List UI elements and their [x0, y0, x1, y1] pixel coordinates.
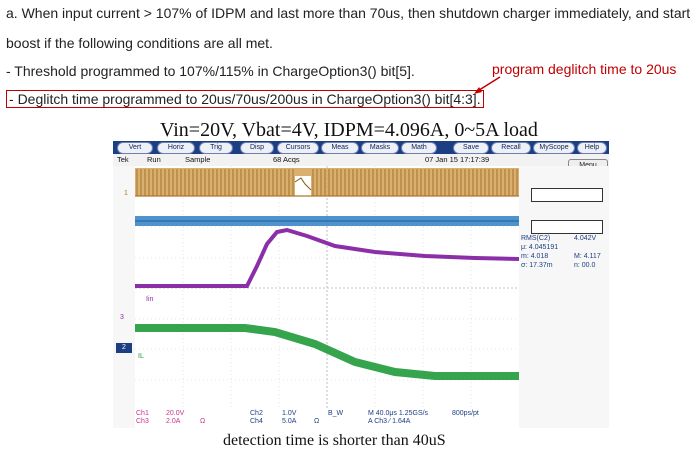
- scope-datetime: 07 Jan 15 17:17:39: [425, 155, 490, 164]
- scope-title: Vin=20V, Vbat=4V, IDPM=4.096A, 0~5A load: [160, 119, 538, 141]
- ch4-label: Ch4: [250, 418, 263, 425]
- recall-button[interactable]: Recall: [491, 142, 531, 154]
- meas-min: m: 4.018: [521, 253, 549, 260]
- ch1-label: Ch1: [136, 410, 149, 417]
- ch3-scale: 2.0A: [166, 418, 181, 425]
- scope-left-margin: [113, 166, 135, 428]
- acq-mode: Sample: [185, 155, 211, 164]
- bandwidth-label: B_W: [328, 410, 344, 417]
- detection-caption: detection time is shorter than 40uS: [223, 432, 446, 449]
- readout-box-1: [531, 188, 603, 202]
- meas-count: n: 00.0: [574, 262, 596, 269]
- bullet-deglitch: - Deglitch time programmed to 20us/70us/…: [6, 90, 484, 108]
- disp-button[interactable]: Disp: [240, 142, 274, 154]
- scope-toolbar: Vert Horiz Trig Disp Cursors Meas Masks …: [113, 141, 609, 154]
- cursors-button[interactable]: Cursors: [277, 142, 319, 154]
- save-button[interactable]: Save: [453, 142, 489, 154]
- paragraph-line-1: a. When input current > 107% of IDPM and…: [6, 5, 691, 21]
- paragraph-line-2: boost if the following conditions are al…: [6, 35, 273, 51]
- iin-label: Iin: [146, 296, 154, 303]
- masks-button[interactable]: Masks: [361, 142, 399, 154]
- acq-count: 68 Acqs: [273, 155, 300, 164]
- ch1-scale: 20.0V: [166, 410, 185, 417]
- ch2-vbat-trace: [135, 216, 519, 226]
- horiz-button[interactable]: Horiz: [157, 142, 195, 154]
- bullet-dash: -: [9, 91, 14, 107]
- meas-button[interactable]: Meas: [321, 142, 359, 154]
- meas-mean: μ: 4.045191: [521, 244, 559, 251]
- sample-rate: 800ps/pt: [452, 410, 479, 417]
- callout-arrow: [474, 76, 501, 94]
- ch3-marker: 3: [120, 314, 124, 321]
- trigger-setting: A Ch3 ⁄ 1.64A: [368, 418, 411, 425]
- scope-status-bar: Tek Run Sample 68 Acqs 07 Jan 15 17:17:3…: [113, 154, 609, 166]
- myscope-button[interactable]: MyScope: [533, 142, 575, 154]
- scope-readout-panel: [519, 166, 609, 428]
- callout-label: program deglitch time to 20us: [492, 61, 677, 77]
- math-button[interactable]: Math: [401, 142, 437, 154]
- ch4-unit: Ω: [314, 418, 320, 425]
- meas-max: M: 4.117: [574, 253, 601, 260]
- readout-box-2: [531, 220, 603, 234]
- ch2-label: Ch2: [250, 410, 263, 417]
- ch1-switching-trace: [135, 168, 519, 197]
- timebase: M 40.0μs 1.25GS/s: [368, 410, 429, 417]
- help-button[interactable]: Help: [577, 142, 607, 154]
- meas-rms-label: RMS(C2): [521, 235, 551, 242]
- ch2-marker: 2: [116, 343, 132, 353]
- deglitch-text: Deglitch time programmed to 20us/70us/20…: [17, 91, 481, 107]
- meas-sigma: σ: 17.37m: [521, 262, 553, 269]
- run-state: Run: [147, 155, 161, 164]
- ch4-scale: 5.0A: [282, 418, 297, 425]
- ch1-marker: 1: [124, 190, 128, 197]
- ch3-label: Ch3: [136, 418, 149, 425]
- meas-rms-value: 4.042V: [574, 235, 597, 242]
- scope-waveform-display: [135, 166, 519, 410]
- tek-brand: Tek: [117, 155, 129, 164]
- ch4-il-trace: [135, 324, 519, 380]
- deglitch-highlight-box: - Deglitch time programmed to 20us/70us/…: [6, 90, 484, 108]
- ch2-scale: 1.0V: [282, 410, 297, 417]
- il-label: IL: [138, 353, 144, 360]
- ch3-unit: Ω: [200, 418, 206, 425]
- ch3-iin-trace: [135, 227, 519, 288]
- trig-button[interactable]: Trig: [199, 142, 233, 154]
- bullet-threshold: - Threshold programmed to 107%/115% in C…: [6, 63, 415, 79]
- vert-button[interactable]: Vert: [117, 142, 153, 154]
